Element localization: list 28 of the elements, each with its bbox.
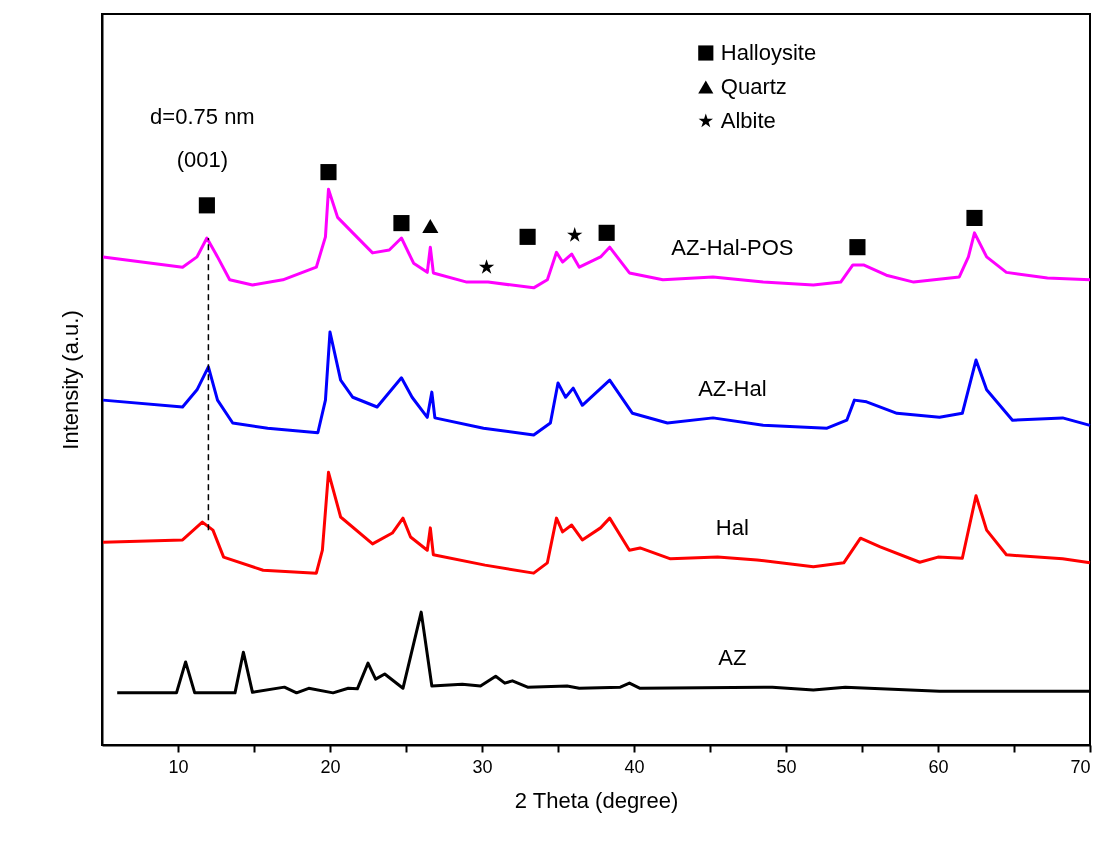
point: [393, 215, 410, 232]
legend-label: Quartz: [720, 74, 787, 99]
y-axis-title: Intensity (a.u.): [57, 310, 83, 450]
point: [849, 239, 866, 256]
x-tick-label: 20: [320, 756, 341, 777]
point: [966, 209, 983, 227]
legend-label: Albite: [720, 108, 776, 133]
point: [320, 164, 337, 181]
x-tick-label: 50: [776, 756, 797, 777]
point: [198, 197, 215, 214]
series-label: AZ-Hal-POS: [671, 234, 794, 260]
series-label: AZ-Hal: [698, 375, 767, 401]
x-tick-label: 70: [1070, 756, 1091, 777]
point: [598, 224, 615, 241]
text: d=0.75 nm: [150, 104, 255, 129]
x-tick-label: 60: [928, 756, 949, 777]
x-tick-label: 40: [624, 756, 645, 777]
series-label: AZ: [718, 645, 747, 671]
x-axis-title: 2 Theta (degree): [514, 787, 679, 813]
x-tick-label: 30: [472, 756, 493, 777]
point: [422, 218, 439, 233]
point: [478, 259, 495, 274]
text: (001): [176, 147, 229, 172]
legend-label: Halloysite: [720, 40, 817, 65]
series-label: Hal: [715, 515, 749, 541]
x-tick-label: 10: [168, 756, 189, 777]
point: [567, 227, 583, 242]
point: [519, 228, 536, 245]
